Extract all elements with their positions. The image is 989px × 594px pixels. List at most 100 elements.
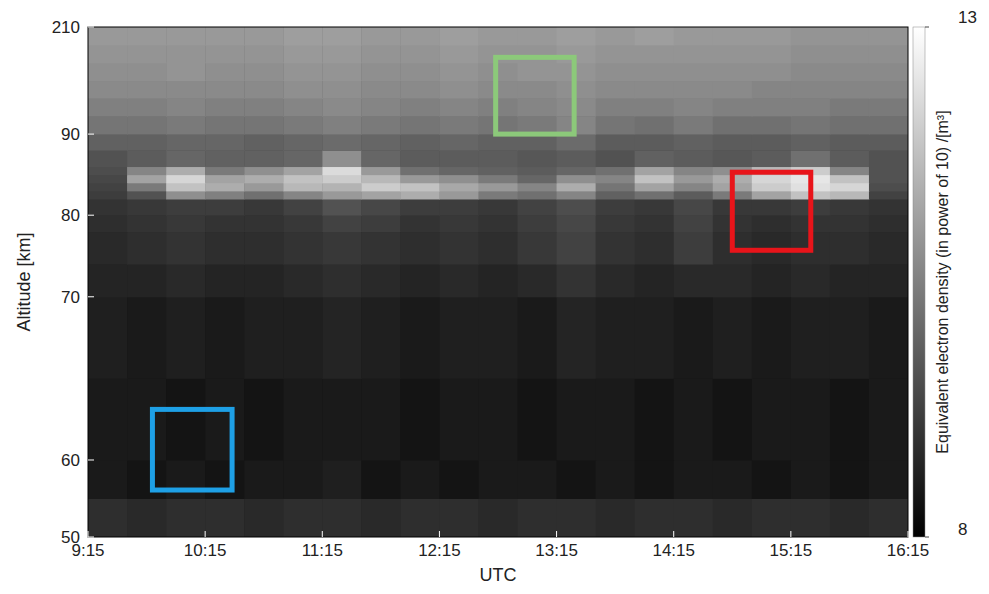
heatmap-cell: [361, 297, 401, 379]
heatmap-cell: [752, 191, 792, 200]
heatmap-cell: [400, 116, 440, 134]
heatmap-cell: [127, 191, 167, 200]
heatmap-cell: [674, 191, 714, 200]
heatmap-cell: [283, 134, 323, 151]
heatmap-cell: [127, 264, 167, 297]
heatmap-cell: [88, 498, 128, 537]
x-tick-label: 11:15: [302, 541, 343, 560]
heatmap-cell: [439, 134, 479, 151]
heatmap-cell: [557, 297, 597, 379]
heatmap-cell: [283, 264, 323, 297]
heatmap-cell: [127, 27, 167, 45]
heatmap-cell: [830, 27, 870, 45]
heatmap-cell: [88, 460, 128, 499]
heatmap-cell: [869, 98, 908, 116]
heatmap-cell: [400, 199, 440, 216]
heatmap-cell: [439, 232, 479, 265]
heatmap-cell: [205, 150, 245, 167]
heatmap-cell: [244, 264, 284, 297]
colorbar-tick-label: 8: [958, 520, 967, 539]
heatmap-cell: [869, 81, 908, 99]
heatmap-cell: [88, 232, 128, 265]
heatmap-cell: [635, 191, 675, 200]
heatmap-cell: [830, 63, 870, 81]
heatmap-cell: [361, 116, 401, 134]
heatmap-cell: [791, 378, 831, 460]
heatmap-cell: [88, 191, 128, 200]
heatmap-cell: [830, 215, 870, 232]
heatmap-cell: [830, 297, 870, 379]
heatmap-cell: [674, 460, 714, 499]
heatmap-cell: [674, 27, 714, 45]
heatmap-cell: [518, 498, 558, 537]
heatmap-cell: [205, 232, 245, 265]
heatmap-cell: [283, 297, 323, 379]
x-tick-label: 16:15: [887, 541, 930, 560]
heatmap-cell: [635, 167, 675, 176]
heatmap-cell: [674, 215, 714, 232]
heatmap-cell: [322, 191, 362, 200]
heatmap-cell: [361, 215, 401, 232]
heatmap-cell: [478, 134, 518, 151]
heatmap-cell: [518, 45, 558, 63]
heatmap-cell: [127, 232, 167, 265]
heatmap-cell: [635, 150, 675, 167]
heatmap-cell: [322, 183, 362, 192]
heatmap-cell: [557, 191, 597, 200]
heatmap-cell: [752, 297, 792, 379]
heatmap-cell: [322, 215, 362, 232]
heatmap-cell: [791, 297, 831, 379]
chart: 50607080902109:1510:1511:1512:1513:1514:…: [0, 0, 989, 594]
heatmap-cell: [752, 215, 792, 232]
colorbar-tick-label: 13: [958, 8, 977, 27]
heatmap-cell: [869, 150, 908, 167]
heatmap-cell: [752, 45, 792, 63]
heatmap-cell: [127, 498, 167, 537]
heatmap-cell: [713, 297, 753, 379]
heatmap-cell: [244, 378, 284, 460]
heatmap-cell: [166, 183, 206, 192]
heatmap-cell: [361, 183, 401, 192]
heatmap-cell: [400, 215, 440, 232]
heatmap-cell: [361, 498, 401, 537]
heatmap-cell: [478, 63, 518, 81]
heatmap-cell: [439, 45, 479, 63]
heatmap-cell: [166, 460, 206, 499]
heatmap-cell: [713, 45, 753, 63]
heatmap-cell: [127, 116, 167, 134]
heatmap-cell: [439, 215, 479, 232]
heatmap-cell: [478, 27, 518, 45]
heatmap-cell: [478, 199, 518, 216]
heatmap-cell: [283, 175, 323, 184]
heatmap-cell: [518, 134, 558, 151]
heatmap-cell: [127, 45, 167, 63]
heatmap-cell: [869, 460, 908, 499]
plot-background: [88, 27, 908, 537]
heatmap-cell: [205, 191, 245, 200]
heatmap-cell: [400, 232, 440, 265]
y-axis-title: Altitude [km]: [14, 232, 34, 331]
heatmap-cell: [596, 498, 636, 537]
heatmap-cell: [752, 264, 792, 297]
heatmap-cell: [166, 199, 206, 216]
heatmap-cell: [400, 98, 440, 116]
heatmap-cell: [439, 378, 479, 460]
heatmap-cell: [752, 116, 792, 134]
heatmap-cell: [752, 183, 792, 192]
heatmap-cell: [166, 63, 206, 81]
heatmap-cell: [557, 183, 597, 192]
heatmap-cell: [205, 215, 245, 232]
heatmap-cell: [88, 45, 128, 63]
heatmap-cell: [596, 191, 636, 200]
heatmap-cell: [596, 98, 636, 116]
heatmap-cell: [478, 460, 518, 499]
heatmap-cell: [400, 297, 440, 379]
heatmap-cell: [713, 116, 753, 134]
heatmap-cell: [518, 150, 558, 167]
heatmap-cell: [439, 199, 479, 216]
heatmap-cell: [478, 498, 518, 537]
heatmap-cell: [283, 191, 323, 200]
heatmap-cell: [439, 175, 479, 184]
heatmap-cell: [830, 175, 870, 184]
heatmap-cell: [830, 264, 870, 297]
